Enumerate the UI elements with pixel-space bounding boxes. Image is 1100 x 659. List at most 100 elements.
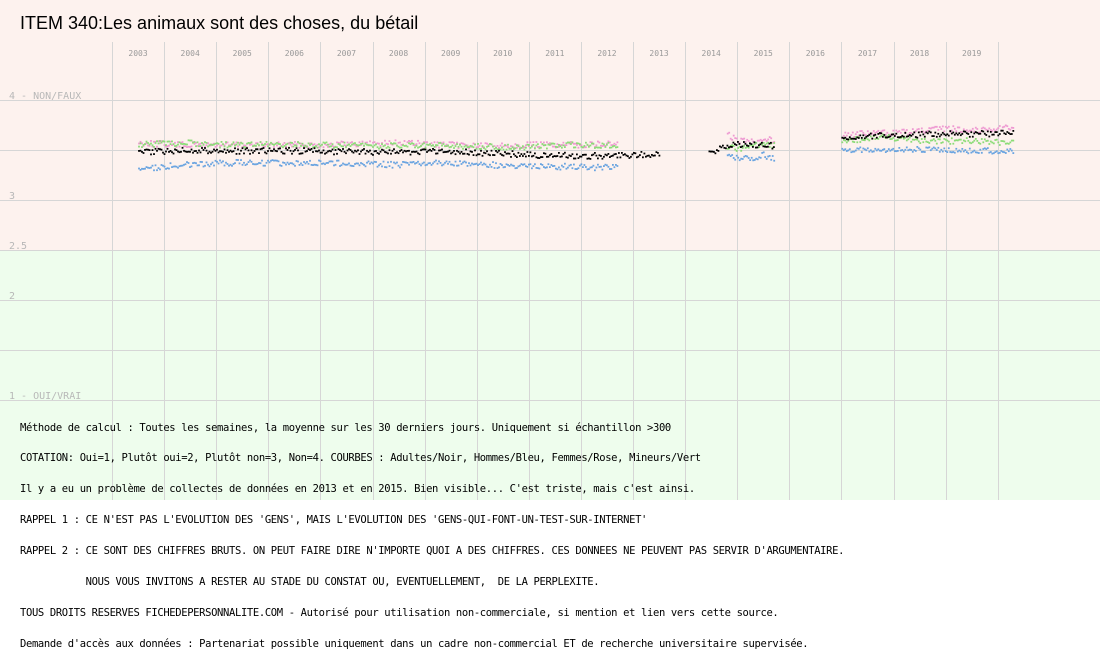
data-point bbox=[315, 164, 317, 166]
data-point bbox=[295, 145, 298, 147]
data-point bbox=[208, 150, 211, 153]
data-point bbox=[378, 147, 380, 150]
data-point bbox=[333, 164, 335, 167]
data-point bbox=[306, 150, 308, 152]
data-point bbox=[522, 163, 524, 166]
data-point bbox=[585, 141, 587, 144]
data-point bbox=[375, 150, 377, 152]
note-copyright: TOUS DROITS RESERVES FICHEDEPERSONNALITE… bbox=[20, 606, 779, 619]
data-point bbox=[496, 145, 499, 147]
data-point bbox=[508, 165, 511, 167]
data-point bbox=[319, 160, 322, 163]
data-point bbox=[731, 146, 733, 148]
data-point bbox=[741, 158, 744, 160]
data-point bbox=[372, 162, 374, 165]
data-point bbox=[345, 146, 347, 149]
data-point bbox=[1007, 132, 1010, 134]
data-point bbox=[174, 148, 176, 151]
data-point bbox=[165, 144, 167, 146]
data-point bbox=[397, 152, 400, 155]
data-point bbox=[588, 145, 590, 148]
data-point bbox=[289, 162, 292, 164]
data-point bbox=[749, 144, 752, 146]
data-point bbox=[874, 132, 877, 134]
data-point bbox=[424, 164, 427, 167]
data-point bbox=[604, 163, 607, 166]
data-point bbox=[902, 137, 905, 140]
data-point bbox=[753, 141, 756, 144]
data-point bbox=[213, 164, 215, 167]
data-point bbox=[219, 145, 221, 148]
data-point bbox=[315, 145, 317, 147]
data-point bbox=[142, 144, 145, 146]
data-point bbox=[391, 143, 394, 145]
data-point bbox=[384, 139, 386, 142]
data-point bbox=[492, 145, 494, 148]
data-point bbox=[381, 148, 383, 151]
data-point bbox=[360, 144, 362, 146]
data-point bbox=[463, 160, 466, 163]
data-point bbox=[753, 159, 756, 161]
data-point bbox=[448, 149, 451, 152]
data-point bbox=[232, 141, 235, 144]
data-point bbox=[475, 162, 478, 165]
data-point bbox=[740, 157, 743, 160]
data-point bbox=[345, 152, 347, 155]
data-point bbox=[976, 128, 979, 130]
note-rappel-2: RAPPEL 2 : CE SONT DES CHIFFRES BRUTS. O… bbox=[20, 545, 845, 558]
data-point bbox=[958, 126, 961, 129]
data-point bbox=[759, 156, 762, 159]
data-point bbox=[943, 147, 946, 150]
data-point bbox=[905, 146, 908, 149]
data-point bbox=[579, 155, 581, 158]
data-point bbox=[282, 161, 284, 164]
data-point bbox=[941, 150, 944, 153]
data-point bbox=[271, 150, 274, 152]
data-point bbox=[606, 143, 608, 146]
data-point bbox=[460, 163, 463, 165]
data-point bbox=[1010, 126, 1013, 129]
data-point bbox=[331, 143, 334, 146]
data-point bbox=[361, 162, 364, 165]
data-point bbox=[929, 127, 932, 130]
data-point bbox=[429, 162, 431, 164]
data-point bbox=[561, 146, 563, 149]
year-label: 2016 bbox=[806, 49, 825, 58]
data-point bbox=[851, 137, 854, 140]
data-point bbox=[451, 141, 454, 143]
data-point bbox=[762, 138, 765, 141]
data-point bbox=[603, 155, 605, 158]
data-point bbox=[738, 145, 741, 148]
data-point bbox=[373, 150, 376, 153]
data-point bbox=[892, 147, 895, 150]
data-point bbox=[637, 155, 640, 158]
data-point bbox=[222, 150, 224, 153]
data-point bbox=[955, 132, 958, 135]
data-point bbox=[982, 126, 985, 129]
data-point bbox=[189, 139, 191, 142]
data-point bbox=[420, 145, 422, 147]
data-point bbox=[872, 150, 875, 153]
note-rappel-2-continued: NOUS VOUS INVITONS A RESTER AU STADE DU … bbox=[20, 576, 600, 589]
data-point bbox=[205, 142, 208, 144]
data-point bbox=[938, 126, 941, 128]
data-point bbox=[856, 147, 859, 150]
data-point bbox=[300, 142, 302, 145]
data-point bbox=[418, 163, 421, 165]
data-point bbox=[324, 142, 326, 144]
data-point bbox=[528, 144, 530, 146]
data-point bbox=[502, 166, 505, 169]
data-point bbox=[561, 155, 563, 158]
data-point bbox=[138, 142, 140, 145]
data-point bbox=[574, 157, 577, 160]
data-point bbox=[435, 145, 437, 148]
data-point bbox=[253, 150, 256, 152]
data-point bbox=[883, 135, 886, 138]
data-point bbox=[902, 135, 905, 138]
data-point bbox=[303, 161, 305, 163]
data-point bbox=[934, 147, 937, 150]
data-point bbox=[922, 141, 925, 144]
data-point bbox=[472, 146, 475, 149]
data-point bbox=[226, 149, 229, 152]
data-point bbox=[232, 142, 235, 145]
